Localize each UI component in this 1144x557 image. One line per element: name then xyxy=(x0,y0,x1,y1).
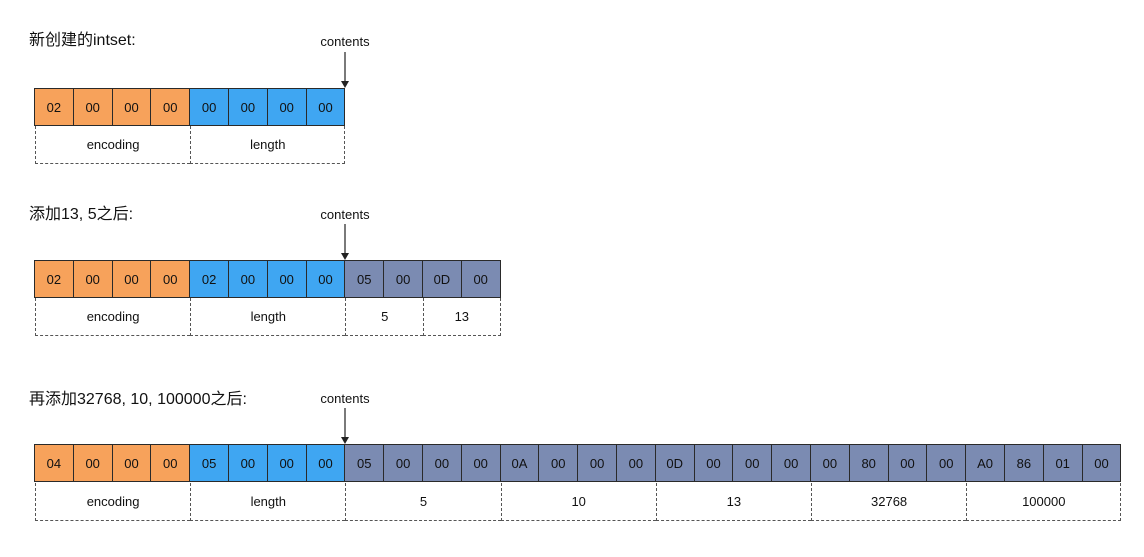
field-label: 13 xyxy=(423,298,501,336)
byte-cell: 00 xyxy=(189,88,229,126)
contents-arrow-icon xyxy=(341,52,349,88)
byte-cell: 01 xyxy=(1042,444,1083,482)
contents-label: contents xyxy=(320,207,370,222)
field-label: encoding xyxy=(35,126,191,164)
diagram-title: 新创建的intset: xyxy=(29,32,136,49)
byte-cell: 00 xyxy=(383,260,423,298)
byte-cell: 00 xyxy=(228,260,268,298)
field-label: 10 xyxy=(500,483,656,521)
contents-arrow-icon xyxy=(341,224,349,260)
byte-cell: 00 xyxy=(111,260,152,298)
byte-cell: 86 xyxy=(1004,444,1044,482)
byte-cell: 00 xyxy=(616,444,656,482)
byte-cell: 00 xyxy=(383,444,423,482)
byte-cell: 80 xyxy=(848,444,889,482)
byte-cell: 00 xyxy=(577,444,617,482)
byte-cell: 02 xyxy=(34,88,74,126)
byte-cell: 00 xyxy=(150,444,191,482)
byte-cell: 04 xyxy=(34,444,74,482)
byte-cell: 00 xyxy=(538,444,579,482)
byte-cell: 00 xyxy=(111,88,152,126)
byte-cell: 00 xyxy=(266,444,307,482)
field-label: 5 xyxy=(345,298,423,336)
byte-row: 02 00 00 00 00 00 00 00 xyxy=(34,88,346,126)
byte-cell: 00 xyxy=(228,444,268,482)
byte-cell: 00 xyxy=(693,444,734,482)
byte-cell: A0 xyxy=(965,444,1005,482)
byte-cell: 00 xyxy=(72,260,113,298)
byte-cell: 00 xyxy=(266,260,307,298)
byte-cell: 00 xyxy=(926,444,967,482)
byte-cell: 00 xyxy=(771,444,811,482)
field-label: 100000 xyxy=(966,483,1122,521)
byte-cell: 00 xyxy=(111,444,152,482)
byte-cell: 02 xyxy=(189,260,229,298)
byte-cell: 00 xyxy=(150,260,191,298)
byte-cell: 00 xyxy=(305,444,346,482)
field-label: length xyxy=(190,126,346,164)
byte-cell: 00 xyxy=(732,444,773,482)
byte-cell: 00 xyxy=(422,444,462,482)
field-label: 13 xyxy=(655,483,811,521)
field-label: 5 xyxy=(345,483,501,521)
byte-cell: 00 xyxy=(460,260,501,298)
byte-cell: 05 xyxy=(344,260,385,298)
byte-cell: 0A xyxy=(499,444,540,482)
byte-cell: 00 xyxy=(305,260,346,298)
byte-cell: 00 xyxy=(72,88,113,126)
diagram-title: 添加13, 5之后: xyxy=(29,206,134,223)
contents-arrow-icon xyxy=(341,408,349,444)
field-label: length xyxy=(190,298,346,336)
field-label: length xyxy=(190,483,346,521)
byte-cell: 05 xyxy=(344,444,385,482)
byte-cell: 00 xyxy=(150,88,191,126)
contents-label: contents xyxy=(320,34,370,49)
byte-cell: 0D xyxy=(422,260,462,298)
byte-cell: 0D xyxy=(654,444,695,482)
contents-label: contents xyxy=(320,391,370,406)
byte-row: 02 00 00 00 02 00 00 00 05 00 0D 00 xyxy=(34,260,502,298)
byte-cell: 00 xyxy=(460,444,501,482)
byte-cell: 00 xyxy=(305,88,346,126)
byte-cell: 02 xyxy=(34,260,74,298)
byte-row: 04 00 00 00 05 00 00 00 05 00 00 00 0A 00 00 00 0D 00 00 00… xyxy=(34,444,1122,482)
byte-cell: 00 xyxy=(1081,444,1122,482)
byte-cell: 00 xyxy=(887,444,928,482)
field-label: 32768 xyxy=(811,483,967,521)
byte-cell: 00 xyxy=(72,444,113,482)
field-label: encoding xyxy=(35,298,191,336)
field-label: encoding xyxy=(35,483,191,521)
byte-cell: 00 xyxy=(228,88,268,126)
byte-cell: 00 xyxy=(266,88,307,126)
diagram-title: 再添加32768, 10, 100000之后: xyxy=(29,391,247,408)
byte-cell: 00 xyxy=(810,444,850,482)
byte-cell: 05 xyxy=(189,444,229,482)
